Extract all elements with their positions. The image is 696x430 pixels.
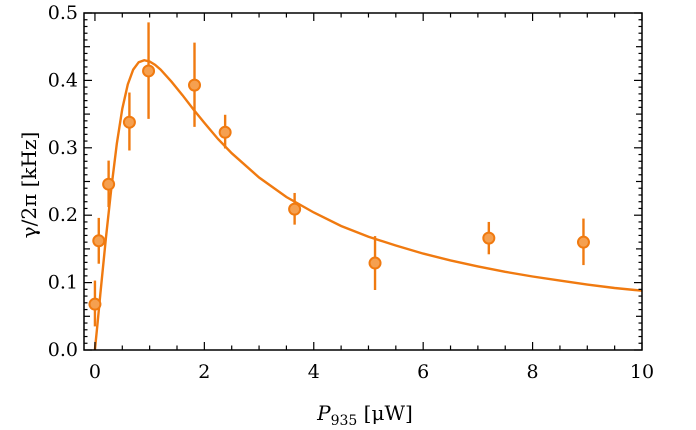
data-point xyxy=(92,234,106,248)
data-point xyxy=(288,202,302,216)
data-point-group xyxy=(142,22,156,119)
x-axis-label-unit: [μW] xyxy=(357,401,413,425)
axis-ticks xyxy=(84,12,643,351)
data-point-group xyxy=(88,280,102,327)
data-point xyxy=(188,78,202,92)
data-point xyxy=(368,256,382,270)
x-axis-label: P935 [μW] xyxy=(316,401,413,429)
data-point xyxy=(218,125,232,139)
data-point-group xyxy=(288,192,302,225)
data-point xyxy=(576,235,590,249)
x-tick-label: 4 xyxy=(308,361,320,383)
data-point-group xyxy=(102,160,116,208)
x-tick-labels: 0 2 4 6 8 10 xyxy=(89,361,654,383)
x-tick-label: 10 xyxy=(630,361,654,383)
data-point-group xyxy=(368,236,382,291)
data-point xyxy=(88,297,102,311)
x-tick-label: 2 xyxy=(198,361,210,383)
y-tick-label: 0.2 xyxy=(48,204,78,226)
data-point-group xyxy=(218,114,232,149)
data-point-group xyxy=(122,92,136,151)
plot-frame xyxy=(83,12,643,351)
x-tick-label: 8 xyxy=(527,361,539,383)
y-tick-labels: 0.0 0.1 0.2 0.3 0.4 0.5 xyxy=(48,2,78,361)
x-axis-label-main: P xyxy=(316,401,331,425)
fit-curve-layer xyxy=(93,58,643,351)
data-point xyxy=(122,115,136,129)
fit-curve xyxy=(93,58,643,351)
y-axis-label: γ/2π [kHz] xyxy=(17,132,41,239)
x-tick-label: 0 xyxy=(89,361,101,383)
data-point-group xyxy=(92,217,106,264)
data-points-layer xyxy=(88,22,590,327)
data-point-group xyxy=(482,221,496,255)
data-point xyxy=(482,231,496,245)
x-axis-label-sub: 935 xyxy=(331,413,358,429)
y-tick-label: 0.1 xyxy=(48,272,78,294)
y-tick-label: 0.5 xyxy=(48,2,78,24)
y-tick-label: 0.0 xyxy=(48,339,78,361)
data-point-group xyxy=(188,42,202,127)
data-point xyxy=(142,64,156,78)
data-point-group xyxy=(576,218,590,266)
x-tick-label: 6 xyxy=(417,361,429,383)
y-tick-label: 0.3 xyxy=(48,137,78,159)
y-tick-label: 0.4 xyxy=(48,69,78,91)
data-point xyxy=(102,177,116,191)
